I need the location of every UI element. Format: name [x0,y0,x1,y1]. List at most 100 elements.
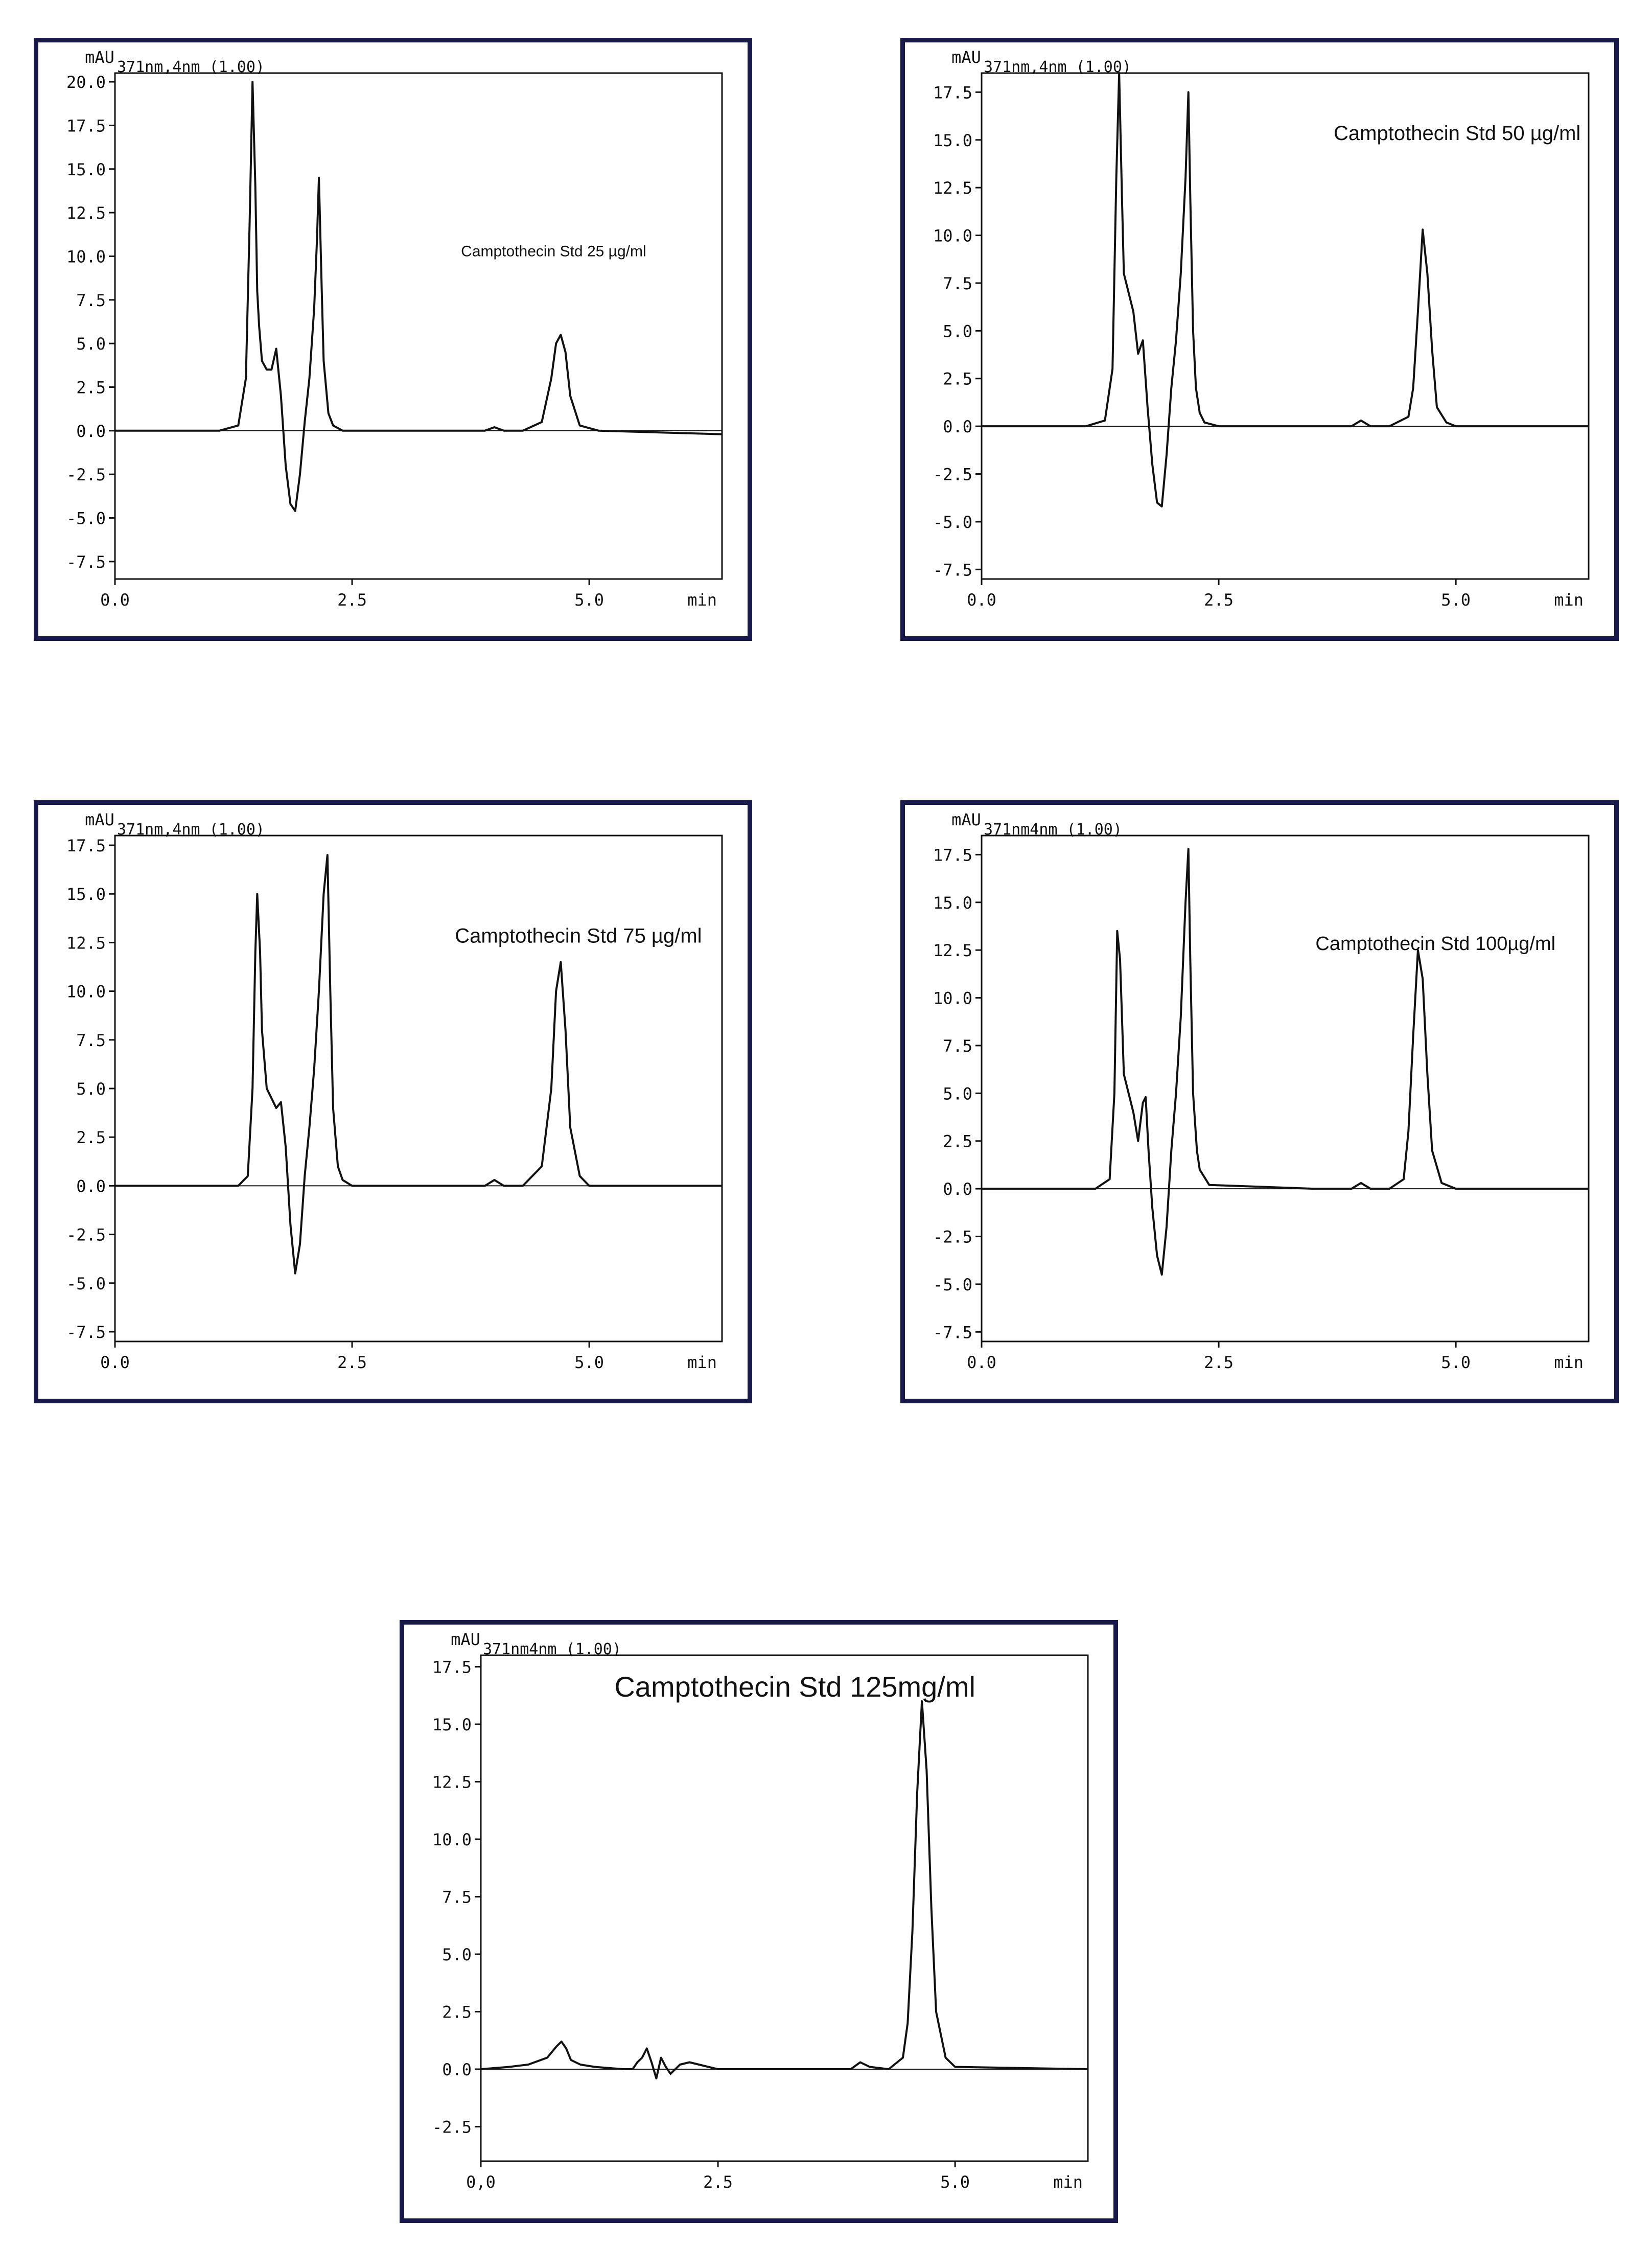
y-axis-label: mAU [951,810,981,829]
y-tick-label: 7.5 [943,274,972,293]
x-tick-label: 2.5 [1204,1353,1234,1372]
y-tick-label: -7.5 [66,552,106,572]
y-tick-label: 17.5 [66,116,106,135]
y-tick-label: 2.5 [943,369,972,389]
y-tick-label: 5.0 [943,321,972,341]
x-tick-label: 2.5 [1204,590,1234,610]
peak-annotation: Camptothecin Std 125mg/ml [614,1671,975,1703]
chromatogram-trace [982,72,1589,507]
chromatogram-svg-125: 17.5 15.0 12.5 10.0 7.5 5.0 2.5 0.0 -2.5 0,0 2.5 5.… [432,1630,1089,2192]
x-axis-label: min [1554,1353,1584,1372]
y-tick-label: 17.5 [933,845,972,865]
y-tick-label: -5.0 [933,513,972,532]
y-tick-label: 10.0 [933,226,972,246]
chromatogram-panel-25: 20.0 17.5 15.0 12.5 10.0 7.5 5.0 2.5 0.0 -2.5 -5.0… [34,38,752,641]
y-tick-label: 20.0 [66,73,106,92]
y-axis-label: mAU [85,810,114,829]
x-tick-label: 2.5 [337,1353,367,1372]
y-tick-label: 7.5 [76,291,106,310]
y-tick-label: -2.5 [933,1228,972,1247]
x-tick-label: 5.0 [574,590,604,610]
y-tick-label: 0.0 [943,1179,972,1199]
y-tick-label: 15.0 [432,1715,472,1734]
y-tick-label: 2.5 [76,1128,106,1147]
x-axis-label: min [1554,590,1584,610]
chromatogram-svg-50: 17.5 15.0 12.5 10.0 7.5 5.0 2.5 0.0 -2.5 -5.0 -7.5… [933,48,1590,610]
y-tick-label: 15.0 [66,160,106,179]
y-tick-label: -7.5 [933,1323,972,1342]
y-tick-label: 2.5 [76,378,106,397]
y-tick-label: 7.5 [76,1031,106,1050]
y-tick-label: 0.0 [943,417,972,436]
x-tick-label: 0,0 [466,2172,496,2192]
chromatogram-panel-100: 17.5 15.0 12.5 10.0 7.5 5.0 2.5 0.0 -2.5 -5.0 -7.5… [900,800,1619,1403]
y-tick-label: 10.0 [432,1830,472,1849]
plot-frame [114,835,723,1342]
chromatogram-trace [115,854,722,1275]
peak-annotation: Camptothecin Std 25 µg/ml [461,243,646,260]
plot-frame [114,72,723,580]
x-axis-label: min [687,1353,717,1372]
y-tick-label: -5.0 [66,1274,106,1293]
y-tick-label: 17.5 [933,83,972,102]
y-tick-label: 0.0 [76,1176,106,1196]
y-tick-label: 7.5 [943,1036,972,1056]
x-tick-label: 5.0 [574,1353,604,1372]
chromatogram-trace [115,81,723,512]
detector-label: 371nm4nm (1.00) [483,1640,621,1658]
plot-frame [981,835,1590,1342]
y-tick-label: 0.0 [76,422,106,441]
y-tick-label: 12.5 [66,203,106,223]
detector-label: 371nm,4nm (1.00) [984,58,1131,76]
plot-frame [981,72,1590,580]
x-tick-label: 5.0 [940,2172,970,2192]
plot-frame [480,1654,1089,2162]
y-tick-label: 5.0 [76,334,106,354]
y-axis-label: mAU [451,1630,480,1649]
y-axis-label: mAU [951,48,981,67]
y-tick-label: 2.5 [943,1132,972,1151]
x-axis-label: min [1053,2172,1083,2192]
chromatogram-svg-100: 17.5 15.0 12.5 10.0 7.5 5.0 2.5 0.0 -2.5 -5.0 -7.5… [933,810,1590,1372]
x-tick-label: 0.0 [967,590,996,610]
peak-annotation: Camptothecin Std 50 µg/ml [1334,122,1580,145]
chromatogram-trace [480,1700,1088,2079]
chromatogram-panel-75: 17.5 15.0 12.5 10.0 7.5 5.0 2.5 0.0 -2.5 -5.0 -7.5… [34,800,752,1403]
y-tick-label: 10.0 [933,989,972,1008]
peak-annotation: Camptothecin Std 75 µg/ml [455,924,702,947]
y-tick-label: 12.5 [66,933,106,953]
x-tick-label: 5.0 [1441,590,1471,610]
chromatogram-svg-75: 17.5 15.0 12.5 10.0 7.5 5.0 2.5 0.0 -2.5 -5.0 -7.5… [66,810,723,1372]
x-tick-label: 2.5 [337,590,367,610]
y-tick-label: 12.5 [933,178,972,198]
y-tick-label: 17.5 [66,836,106,855]
detector-label: 371nm,4nm (1.00) [117,821,265,839]
y-tick-label: -2.5 [432,2118,472,2137]
y-tick-label: 5.0 [943,1084,972,1103]
x-tick-label: 0.0 [967,1353,996,1372]
y-tick-label: 0.0 [442,2060,472,2079]
y-axis-label: mAU [85,48,114,67]
y-tick-label: 5.0 [442,1945,472,1964]
chromatogram-svg-25: 20.0 17.5 15.0 12.5 10.0 7.5 5.0 2.5 0.0 -2.5 -5.0… [66,48,723,610]
chromatogram-panel-125: 17.5 15.0 12.5 10.0 7.5 5.0 2.5 0.0 -2.5 0,0 2.5 5.… [400,1620,1118,2223]
y-tick-label: -5.0 [933,1275,972,1294]
y-tick-label: 15.0 [933,893,972,913]
x-axis-label: min [687,590,717,610]
y-tick-label: 10.0 [66,982,106,1002]
y-tick-label: 15.0 [66,885,106,904]
y-tick-label: 12.5 [432,1773,472,1792]
y-tick-label: 7.5 [442,1888,472,1907]
chromatogram-panel-50: 17.5 15.0 12.5 10.0 7.5 5.0 2.5 0.0 -2.5 -5.0 -7.5… [900,38,1619,641]
y-tick-label: 17.5 [432,1658,472,1677]
y-tick-label: -2.5 [66,1225,106,1245]
chromatogram-trace [982,848,1589,1276]
y-tick-label: 5.0 [76,1079,106,1099]
peak-annotation: Camptothecin Std 100µg/ml [1315,933,1555,955]
detector-label: 371nm,4nm (1.00) [117,58,265,76]
y-tick-label: -7.5 [66,1323,106,1342]
y-tick-label: 2.5 [442,2003,472,2022]
y-tick-label: 15.0 [933,131,972,150]
x-tick-label: 5.0 [1441,1353,1471,1372]
y-tick-label: -7.5 [933,560,972,580]
